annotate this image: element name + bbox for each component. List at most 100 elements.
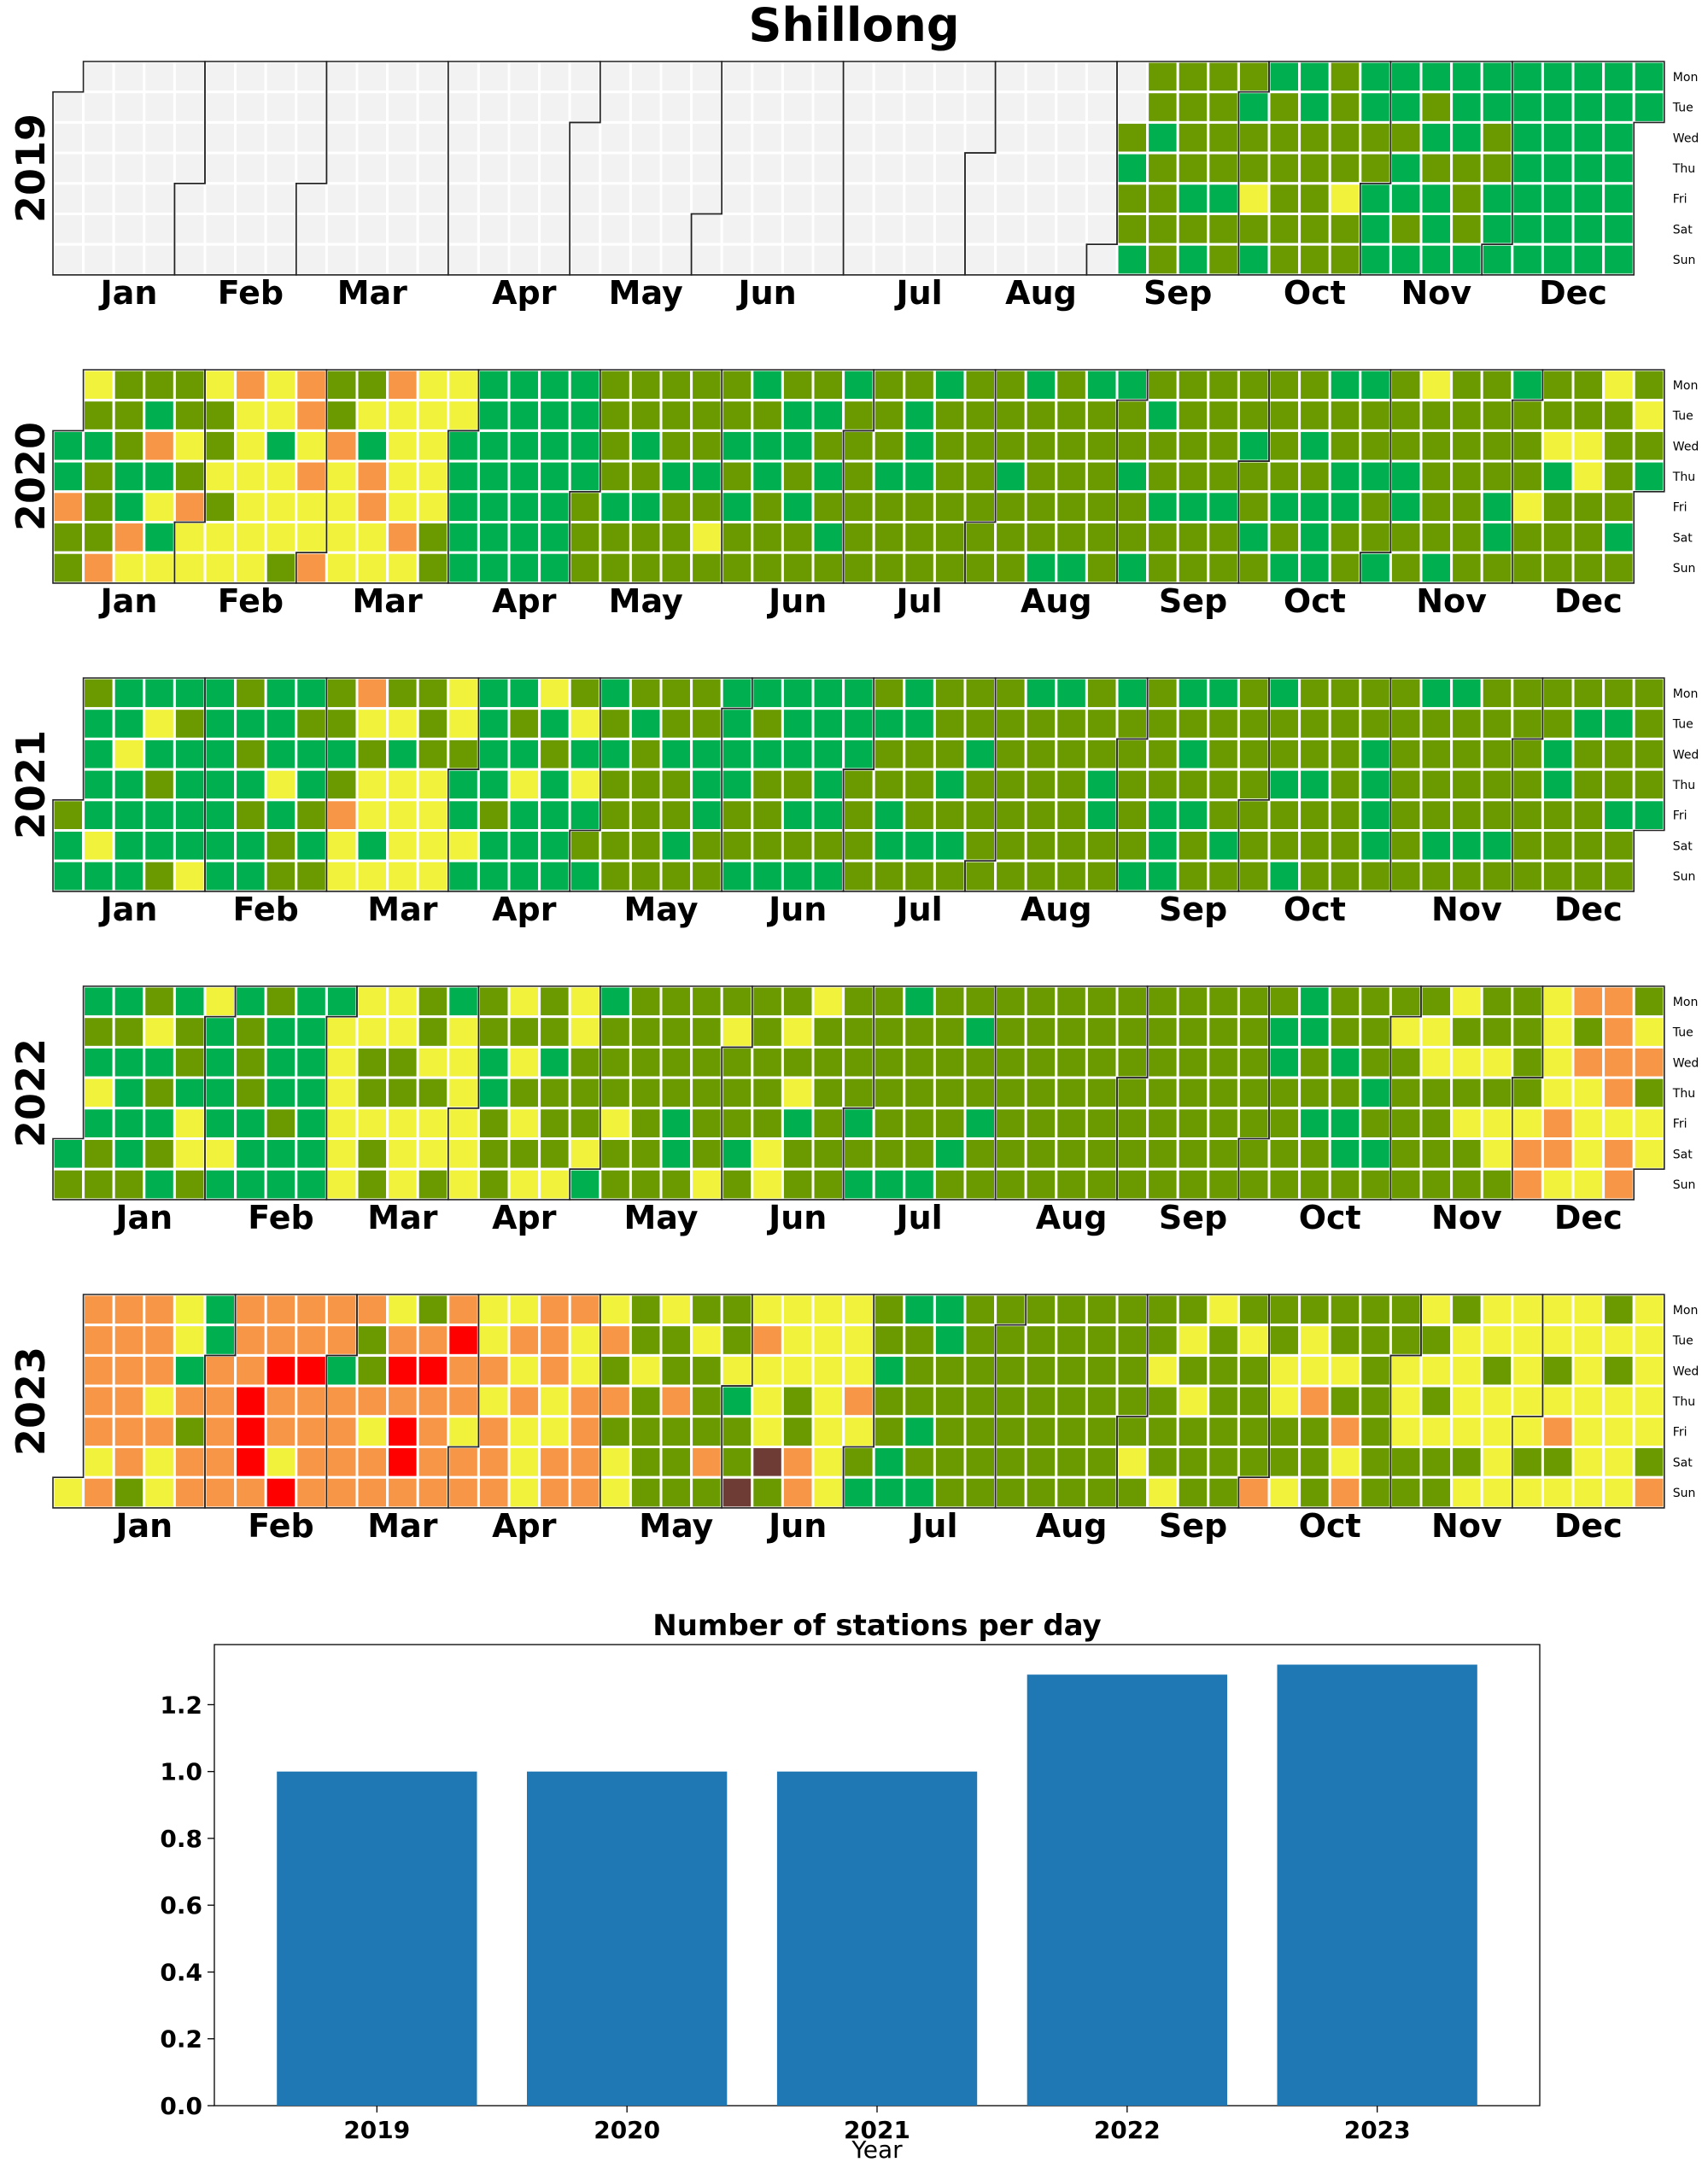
day-cell bbox=[1511, 798, 1544, 832]
day-cell bbox=[1632, 676, 1666, 710]
day-cell bbox=[1146, 368, 1179, 402]
day-cell bbox=[416, 1137, 450, 1171]
day-cell bbox=[1207, 676, 1240, 710]
day-cell bbox=[1541, 1324, 1575, 1357]
day-cell bbox=[295, 490, 328, 523]
day-cell bbox=[690, 368, 723, 402]
day-cell bbox=[477, 859, 511, 893]
day-cell bbox=[1511, 1415, 1544, 1449]
day-cell bbox=[173, 1167, 207, 1201]
day-cell bbox=[1267, 676, 1301, 710]
day-cell bbox=[1207, 1415, 1240, 1449]
day-cell bbox=[203, 1446, 237, 1479]
day-cell bbox=[325, 1076, 359, 1110]
month-label: Dec bbox=[1554, 1199, 1623, 1236]
day-cell bbox=[538, 1446, 571, 1479]
day-cell bbox=[1146, 1353, 1179, 1388]
day-cell bbox=[447, 120, 480, 155]
day-cell bbox=[447, 1137, 480, 1171]
day-cell bbox=[933, 151, 967, 185]
day-cell bbox=[994, 768, 1027, 802]
day-cell bbox=[751, 1324, 784, 1357]
day-cell bbox=[1541, 60, 1575, 94]
day-cell bbox=[933, 551, 967, 585]
day-cell bbox=[51, 213, 85, 246]
day-cell bbox=[1450, 1045, 1483, 1079]
day-cell bbox=[568, 399, 602, 432]
day-cell bbox=[507, 182, 541, 216]
day-cell bbox=[690, 676, 723, 710]
day-cell bbox=[143, 1107, 176, 1141]
day-cell bbox=[963, 182, 997, 216]
day-cell bbox=[1267, 551, 1301, 585]
day-cell bbox=[1450, 1353, 1483, 1388]
month-label: Dec bbox=[1554, 1507, 1623, 1545]
day-cell bbox=[447, 213, 480, 246]
day-cell bbox=[751, 985, 784, 1019]
day-cell bbox=[751, 182, 784, 216]
day-cell bbox=[82, 1384, 115, 1418]
day-cell bbox=[1328, 676, 1362, 710]
day-cell bbox=[173, 1324, 207, 1357]
day-cell bbox=[1389, 368, 1423, 402]
day-cell bbox=[1267, 1446, 1301, 1479]
day-cell bbox=[629, 551, 663, 585]
day-cell bbox=[143, 768, 176, 802]
month-label: Jan bbox=[113, 1199, 173, 1236]
day-cell bbox=[690, 120, 723, 155]
day-cell bbox=[1024, 213, 1058, 246]
day-cell bbox=[325, 1353, 359, 1388]
day-cell bbox=[1450, 213, 1483, 246]
day-cell bbox=[599, 429, 632, 463]
day-cell bbox=[295, 1015, 328, 1049]
day-cell bbox=[1176, 859, 1210, 893]
day-cell bbox=[994, 151, 1027, 185]
month-label: May bbox=[609, 274, 683, 312]
day-cell bbox=[1176, 521, 1210, 554]
day-cell bbox=[1055, 1015, 1088, 1049]
day-cell bbox=[1541, 1167, 1575, 1201]
day-cell bbox=[1298, 829, 1331, 862]
day-cell bbox=[1207, 1015, 1240, 1049]
day-cell bbox=[234, 182, 267, 216]
day-cell bbox=[568, 182, 602, 216]
day-cell bbox=[1571, 1137, 1606, 1171]
day-cell bbox=[1389, 768, 1423, 802]
day-cell bbox=[173, 676, 207, 710]
day-cell bbox=[1602, 368, 1635, 402]
day-cell bbox=[994, 429, 1027, 463]
day-cell bbox=[264, 399, 298, 432]
day-cell bbox=[781, 1384, 815, 1418]
x-tick-label: 2023 bbox=[1344, 2116, 1411, 2144]
day-cell bbox=[355, 368, 389, 402]
day-cell bbox=[629, 859, 663, 893]
day-cell bbox=[416, 1415, 450, 1449]
day-cell bbox=[811, 1045, 845, 1079]
day-cell bbox=[203, 1415, 237, 1449]
day-cell bbox=[659, 1293, 693, 1327]
day-cell bbox=[234, 1137, 267, 1171]
day-cell bbox=[1511, 707, 1544, 740]
day-cell bbox=[751, 859, 784, 893]
day-cell bbox=[1085, 1384, 1119, 1418]
day-cell bbox=[477, 1446, 511, 1479]
day-cell bbox=[355, 1415, 389, 1449]
day-cell bbox=[1389, 60, 1423, 94]
day-cell bbox=[1024, 60, 1058, 94]
day-cell bbox=[1207, 1384, 1240, 1418]
day-cell bbox=[1450, 1446, 1483, 1479]
day-cell bbox=[781, 859, 815, 893]
day-cell bbox=[416, 707, 450, 740]
day-cell bbox=[994, 1045, 1027, 1079]
day-cell bbox=[355, 399, 389, 432]
day-cell bbox=[994, 798, 1027, 832]
day-cell bbox=[1055, 985, 1088, 1019]
day-cell bbox=[963, 521, 997, 554]
day-cell bbox=[1298, 859, 1331, 893]
day-cell bbox=[477, 829, 511, 862]
day-cell bbox=[690, 490, 723, 523]
day-cell bbox=[143, 399, 176, 432]
day-cell bbox=[1511, 1353, 1544, 1388]
day-cell bbox=[963, 676, 997, 710]
day-cell bbox=[811, 459, 845, 494]
